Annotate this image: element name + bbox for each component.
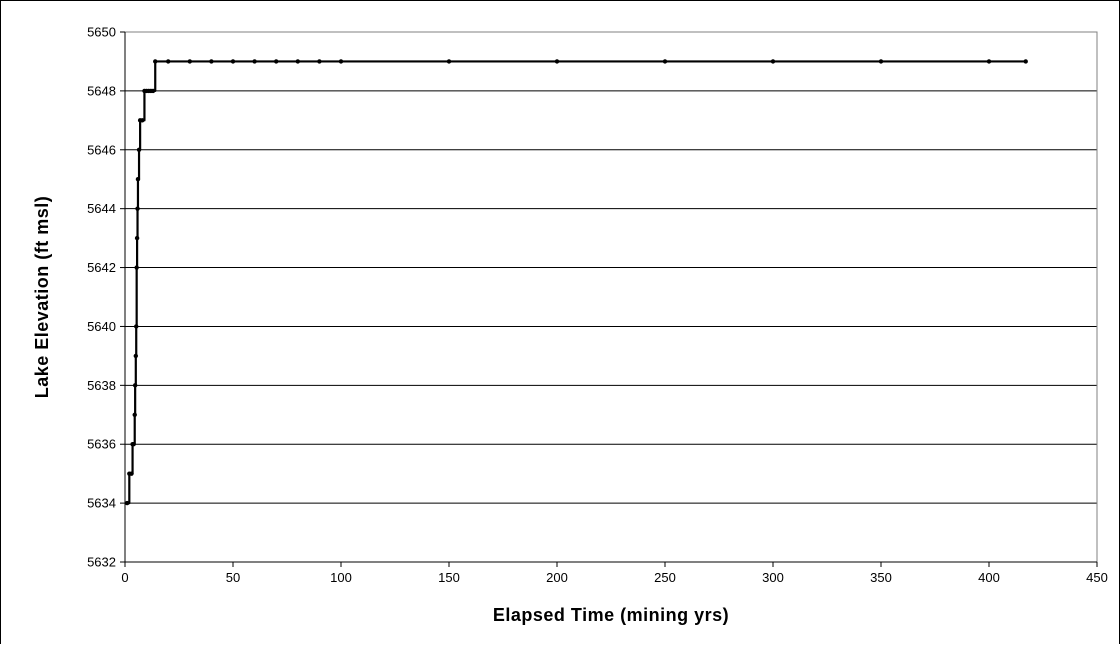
x-tick-label: 350 xyxy=(870,570,892,585)
data-point xyxy=(187,59,192,64)
data-point xyxy=(131,442,136,447)
y-tick-labels: 5632 5634 5636 5638 5640 5642 5644 5646 5648 5650 xyxy=(87,25,116,570)
data-point xyxy=(662,59,668,64)
data-point xyxy=(135,206,140,211)
y-tick-label: 5632 xyxy=(87,555,116,570)
data-point xyxy=(252,59,257,64)
data-point xyxy=(770,59,776,64)
data-point xyxy=(132,412,137,417)
data-point xyxy=(209,59,214,64)
data-point xyxy=(1023,59,1028,64)
data-point xyxy=(134,324,139,329)
data-point xyxy=(134,265,139,270)
series-line xyxy=(127,60,1026,505)
data-point xyxy=(150,88,156,94)
y-tick-label: 5642 xyxy=(87,260,116,275)
data-point xyxy=(446,59,452,64)
x-tick-labels: 0 50 100 150 200 250 300 350 400 450 xyxy=(121,570,1107,585)
x-axis-title: Elapsed Time (mining yrs) xyxy=(493,605,729,625)
data-point xyxy=(878,59,884,64)
data-point xyxy=(132,383,138,388)
data-point xyxy=(153,59,158,64)
y-tick-label: 5640 xyxy=(87,319,116,334)
x-tick-label: 100 xyxy=(330,570,352,585)
data-point xyxy=(338,59,344,64)
x-tick-label: 300 xyxy=(762,570,784,585)
data-point xyxy=(986,59,992,64)
data-point xyxy=(135,177,141,182)
y-axis-title: Lake Elevation (ft msl) xyxy=(32,196,52,399)
data-point xyxy=(166,59,171,64)
y-tick-label: 5646 xyxy=(87,142,116,157)
x-tick-label: 150 xyxy=(438,570,460,585)
data-point xyxy=(134,235,140,241)
data-point xyxy=(140,118,145,123)
y-tick-label: 5636 xyxy=(87,437,116,452)
plot-area xyxy=(124,31,1098,563)
data-point xyxy=(274,59,279,64)
data-point xyxy=(124,500,130,506)
y-tick-label: 5638 xyxy=(87,378,116,393)
x-tick-label: 0 xyxy=(121,570,128,585)
data-point xyxy=(554,59,560,64)
data-point xyxy=(317,59,322,64)
axes xyxy=(120,31,1098,567)
series-group xyxy=(124,59,1028,506)
y-tick-label: 5644 xyxy=(87,201,116,216)
x-tick-label: 400 xyxy=(978,570,1000,585)
data-point xyxy=(136,147,142,152)
gridlines xyxy=(125,90,1097,504)
x-tick-label: 200 xyxy=(546,570,568,585)
data-point xyxy=(133,353,138,359)
x-tick-label: 450 xyxy=(1086,570,1108,585)
y-tick-label: 5634 xyxy=(87,496,116,511)
data-point xyxy=(295,59,300,64)
data-point xyxy=(129,471,134,476)
y-tick-label: 5648 xyxy=(87,83,116,98)
x-tick-label: 250 xyxy=(654,570,676,585)
y-tick-label: 5650 xyxy=(87,25,116,40)
data-point xyxy=(230,59,236,64)
x-tick-label: 50 xyxy=(226,570,240,585)
